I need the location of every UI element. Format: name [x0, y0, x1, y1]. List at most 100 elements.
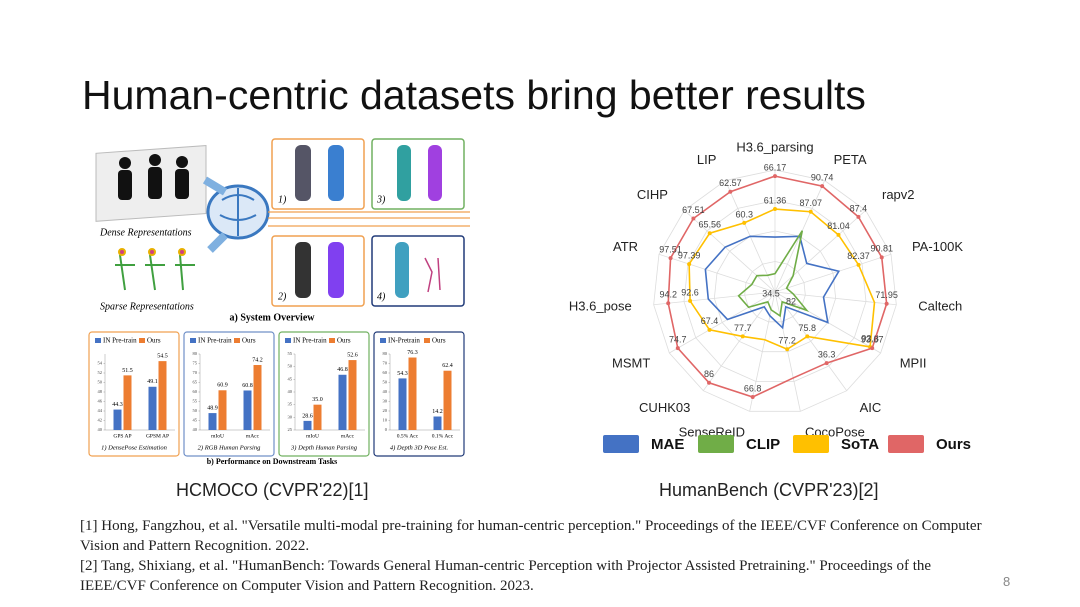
y-tick-label: 48: [98, 389, 103, 394]
radar-point: [785, 347, 790, 352]
bar: [348, 360, 357, 430]
value-label: 97.39: [678, 250, 701, 260]
value-label: 75.8: [799, 323, 817, 333]
value-label: 62.57: [719, 178, 742, 188]
radar-grid: [683, 200, 867, 382]
panel-label: 2): [278, 291, 287, 302]
radar-point: [879, 255, 884, 260]
legend-swatch: [793, 435, 829, 453]
legend-label: IN Pre-train: [198, 337, 232, 345]
legend-label: Ours: [337, 337, 351, 345]
chart-title: 1) DensePose Estimation: [101, 444, 167, 451]
value-label: 81.04: [827, 221, 850, 231]
value-label: 61.36: [764, 195, 787, 205]
y-tick-label: 75: [193, 361, 198, 366]
overview-caption: a) System Overview: [230, 312, 316, 323]
bar: [313, 404, 322, 430]
y-tick-label: 80: [383, 351, 388, 356]
legend-swatch: [139, 338, 145, 343]
radar-series: [688, 208, 876, 351]
chart-title: 3) Depth Human Parsing: [290, 444, 358, 451]
y-tick-label: 40: [193, 427, 198, 432]
x-tick-label: GPSM AP: [146, 433, 169, 439]
radar-point: [824, 361, 829, 366]
radar-axis: [774, 291, 897, 306]
value-label: 28.6: [302, 413, 313, 419]
radar-point: [675, 346, 680, 351]
legend-label: IN Pre-train: [293, 337, 327, 345]
radar-point: [707, 380, 712, 385]
legend-label: SoTA: [841, 436, 879, 453]
radar-point: [750, 395, 755, 400]
x-tick-label: mIoU: [306, 433, 319, 439]
value-label: 97.51: [659, 244, 682, 254]
page-number: 8: [1003, 574, 1011, 589]
y-tick-label: 40: [288, 389, 293, 394]
y-tick-label: 70: [383, 361, 388, 366]
chart-title: 4) Depth 3D Pose Est.: [390, 444, 449, 451]
y-tick-label: 50: [383, 380, 388, 385]
axis-label: MSMT: [612, 355, 650, 370]
dense-label: Dense Representations: [99, 227, 192, 238]
value-label: 93.3: [861, 333, 879, 343]
legend-swatch: [234, 338, 240, 343]
radar-point: [870, 346, 875, 351]
value-label: 44.3: [112, 402, 123, 408]
value-label: 51.5: [122, 368, 133, 374]
chart-frame: [278, 331, 370, 457]
legend-label: Ours: [147, 337, 161, 345]
radar-grid: [713, 230, 837, 353]
references: [1] Hong, Fangzhou, et al. "Versatile mu…: [80, 516, 1000, 596]
y-tick-label: 80: [193, 351, 198, 356]
bar: [338, 374, 347, 430]
y-tick-label: 46: [98, 399, 103, 404]
value-label: 46.8: [337, 367, 348, 373]
axis-label: ATR: [613, 239, 638, 254]
reference: [1] Hong, Fangzhou, et al. "Versatile mu…: [80, 518, 982, 554]
chart-frame: [373, 331, 465, 457]
value-label: 82.37: [847, 251, 870, 261]
value-label: 76.3: [407, 350, 418, 356]
axis-label: LIP: [697, 152, 717, 167]
value-label: 60.9: [217, 383, 228, 389]
y-tick-label: 70: [193, 370, 198, 375]
axis-label: rapv2: [882, 187, 915, 202]
value-label: 36.3: [818, 349, 836, 359]
value-label: 48.9: [207, 405, 218, 411]
y-tick-label: 44: [98, 408, 103, 413]
figures: Dense Representations Sparse Representat…: [88, 138, 971, 466]
value-label: 90.81: [870, 244, 893, 254]
legend-swatch: [698, 435, 734, 453]
radar-point: [742, 220, 747, 225]
axis-label: H3.6_pose: [569, 298, 632, 313]
axis-label: MPII: [900, 355, 927, 370]
value-label: 87.4: [850, 203, 868, 213]
radar-point: [687, 262, 692, 267]
right-caption: HumanBench (CVPR'23)[2]: [659, 480, 879, 500]
radar-point: [688, 298, 693, 303]
value-label: 71.95: [875, 290, 898, 300]
bar: [208, 413, 217, 430]
bar: [443, 370, 452, 430]
x-tick-label: 0.1% Acc: [432, 433, 454, 439]
radar-axis: [749, 291, 776, 412]
value-label: 52.6: [347, 352, 358, 358]
radar-series: [737, 230, 810, 318]
axis-label: CIHP: [637, 187, 668, 202]
x-tick-label: mAcc: [246, 433, 260, 439]
radar-point: [773, 207, 777, 212]
y-tick-label: 40: [98, 427, 103, 432]
legend-swatch: [424, 338, 430, 343]
value-label: 54.3: [397, 371, 408, 377]
x-tick-label: 0.5% Acc: [397, 433, 419, 439]
reference: [2] Tang, Shixiang, et al. "HumanBench: …: [80, 558, 932, 594]
legend-label: MAE: [651, 436, 684, 453]
y-tick-label: 30: [288, 414, 293, 419]
axis-label: PETA: [834, 152, 867, 167]
radar-point: [805, 334, 810, 339]
legend-swatch: [190, 338, 196, 343]
chart-title: 2) RGB Human Parsing: [198, 444, 261, 451]
y-tick-label: 40: [383, 389, 388, 394]
y-tick-label: 55: [288, 351, 293, 356]
value-label: 66.17: [764, 162, 787, 172]
